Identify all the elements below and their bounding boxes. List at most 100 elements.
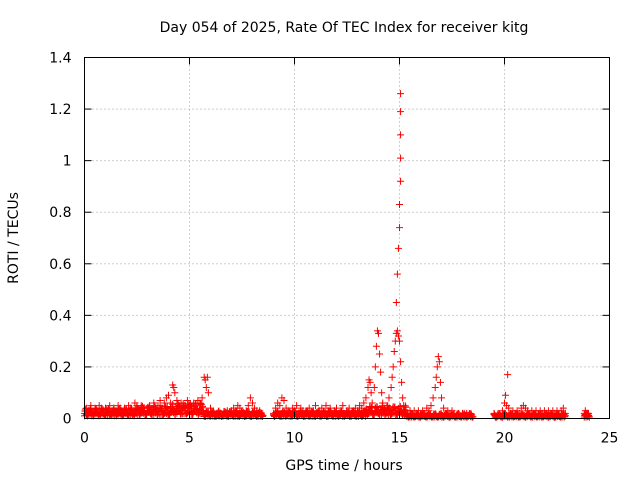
x-tick-label: 5 — [185, 431, 194, 447]
data-point — [502, 391, 510, 399]
data-point — [154, 402, 162, 410]
data-point — [396, 200, 403, 208]
data-point — [372, 342, 380, 350]
data-point — [394, 244, 402, 252]
data-point — [385, 394, 393, 402]
axis-ticks — [84, 57, 610, 419]
data-point — [170, 384, 178, 392]
data-point — [561, 409, 569, 417]
data-point — [333, 404, 340, 412]
data-point — [390, 347, 398, 355]
x-tick-label: 0 — [80, 431, 89, 447]
data-point — [244, 402, 252, 410]
data-point — [131, 399, 139, 407]
x-tick-label: 20 — [496, 431, 514, 447]
data-point — [429, 394, 437, 402]
data-point — [177, 399, 185, 407]
data-point — [305, 404, 313, 412]
data-point — [270, 409, 277, 417]
data-point — [99, 409, 107, 417]
data-point — [389, 363, 397, 371]
data-point — [504, 371, 512, 379]
data-point — [368, 399, 376, 407]
data-point — [440, 404, 448, 412]
x-tick-label: 15 — [391, 431, 409, 447]
data-point — [371, 363, 379, 371]
data-point — [171, 389, 179, 397]
data-point — [393, 327, 401, 335]
data-point — [433, 363, 441, 371]
y-tick-label: 0.8 — [49, 205, 71, 221]
data-point — [585, 413, 593, 421]
data-point — [436, 378, 444, 386]
data-point — [173, 396, 181, 404]
data-point — [515, 409, 523, 417]
data-point — [399, 394, 407, 402]
y-axis-label: ROTI / TECUs — [6, 192, 22, 284]
data-point — [207, 404, 214, 412]
data-point — [397, 90, 405, 98]
y-tick-label: 0.4 — [49, 308, 71, 324]
data-point — [188, 404, 196, 412]
data-point — [370, 384, 378, 392]
data-point — [337, 407, 345, 415]
data-point — [360, 399, 368, 407]
data-point — [204, 389, 212, 397]
data-point — [392, 298, 400, 306]
data-point — [293, 402, 301, 410]
data-point — [312, 402, 319, 410]
data-point — [375, 329, 382, 337]
data-point — [318, 404, 326, 412]
data-point — [498, 407, 506, 415]
x-tick-label: 25 — [601, 431, 619, 447]
data-point — [435, 358, 443, 366]
chart-title: Day 054 of 2025, Rate Of TEC Index for r… — [160, 20, 529, 36]
data-point — [203, 373, 211, 381]
data-point — [438, 394, 445, 402]
data-point — [397, 177, 405, 185]
data-point — [141, 409, 149, 417]
data-point — [156, 396, 164, 404]
data-point — [198, 394, 206, 402]
data-point — [400, 402, 408, 410]
y-tick-labels: 0 0.2 0.4 0.6 0.8 1 1.2 1.4 — [49, 51, 71, 428]
data-point — [320, 409, 328, 417]
data-point — [123, 407, 130, 415]
data-point — [396, 337, 403, 345]
data-point — [387, 384, 395, 392]
data-point — [383, 402, 391, 410]
data-point — [192, 402, 200, 410]
data-point — [425, 407, 433, 415]
data-point — [129, 409, 137, 417]
data-point — [396, 224, 403, 232]
data-point — [249, 399, 256, 407]
data-point — [272, 404, 280, 412]
data-point — [397, 154, 405, 162]
data-point — [432, 373, 440, 381]
data-point — [104, 407, 112, 415]
data-point — [160, 399, 168, 407]
data-point — [397, 131, 405, 139]
data-point — [366, 378, 374, 386]
data-point — [158, 404, 166, 412]
data-point — [364, 384, 372, 392]
data-point — [93, 407, 101, 415]
data-point — [354, 407, 361, 415]
data-point — [87, 402, 95, 410]
data-point — [394, 332, 402, 340]
data-point — [358, 404, 366, 412]
data-point — [106, 402, 114, 410]
data-point — [393, 270, 401, 278]
data-points — [81, 90, 593, 421]
y-tick-label: 0.2 — [49, 360, 71, 376]
data-point — [377, 368, 385, 376]
data-point — [378, 389, 386, 397]
data-point — [183, 396, 191, 404]
data-point — [427, 402, 435, 410]
data-point — [146, 402, 154, 410]
x-tick-label: 10 — [286, 431, 304, 447]
data-point — [388, 373, 396, 381]
grid-lines — [84, 57, 610, 419]
data-point — [127, 404, 135, 412]
